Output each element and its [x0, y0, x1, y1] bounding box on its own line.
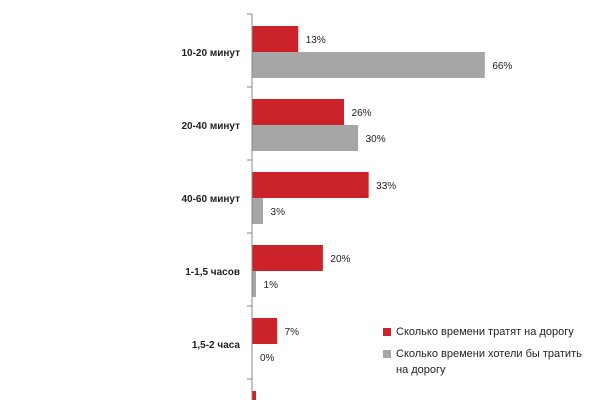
bar-desire: [252, 271, 257, 297]
data-label: 30%: [366, 134, 386, 145]
data-label: 3%: [271, 207, 286, 218]
bar-desire: [252, 125, 359, 151]
data-label: 26%: [352, 108, 372, 119]
legend-label-desire: Сколько времени хотели бы тратить на дор…: [396, 348, 582, 376]
chart-legend: Сколько времени тратят на дорогу Сколько…: [383, 324, 583, 384]
bar-desire: [252, 198, 264, 224]
legend-label-spend: Сколько времени тратят на дорогу: [396, 326, 574, 338]
bar-spend: [252, 172, 369, 198]
bar-spend: [252, 26, 299, 52]
bar-spend: [252, 391, 257, 400]
category-label: 1,5-2 часа: [192, 340, 241, 351]
legend-swatch-desire: [383, 350, 391, 358]
data-label: 1%: [264, 280, 279, 291]
legend-item-desire: Сколько времени хотели бы тратить на дор…: [383, 346, 583, 378]
category-label: 1-1,5 часов: [185, 267, 240, 278]
data-label: 20%: [330, 254, 350, 265]
bar-spend: [252, 245, 323, 271]
category-label: 10-20 минут: [181, 48, 240, 59]
category-label: 20-40 минут: [181, 121, 240, 132]
bar-spend: [252, 99, 345, 125]
data-label: 13%: [306, 35, 326, 46]
data-label: 7%: [285, 327, 300, 338]
data-label: 66%: [492, 61, 512, 72]
data-label: 0%: [260, 353, 275, 364]
data-label: 33%: [376, 181, 396, 192]
category-label: 40-60 минут: [181, 194, 240, 205]
bar-desire: [252, 52, 485, 78]
legend-item-spend: Сколько времени тратят на дорогу: [383, 324, 583, 340]
legend-swatch-spend: [383, 328, 391, 336]
bar-spend: [252, 318, 278, 344]
